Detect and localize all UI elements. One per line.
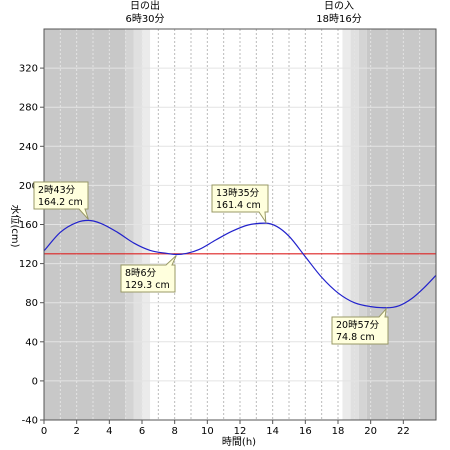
y-tick-label: 80 — [25, 298, 38, 309]
x-tick-label: 8 — [171, 426, 177, 437]
x-tick-label: 14 — [266, 426, 279, 437]
sunrise-time: 6時30分 — [125, 13, 164, 25]
y-tick-label: 240 — [19, 142, 38, 153]
sunset-time: 18時16分 — [316, 13, 361, 25]
annotation-box — [331, 307, 389, 345]
y-tick-label: 120 — [19, 259, 38, 270]
tide-level-line — [43, 219, 437, 309]
x-tick-label: 6 — [139, 426, 145, 437]
x-tick-label: 2 — [73, 426, 79, 437]
sunrise-title: 日の出 — [130, 0, 160, 12]
annotation-time: 2時43分 — [38, 185, 76, 196]
x-tick-label: 16 — [299, 426, 312, 437]
y-tick-label: 320 — [19, 64, 38, 75]
y-tick-label: 40 — [25, 337, 38, 348]
y-tick-label: 160 — [19, 220, 38, 231]
x-tick-label: 0 — [41, 426, 47, 437]
y-tick-label: 0 — [32, 376, 38, 387]
x-tick-label: 22 — [397, 426, 410, 437]
x-tick-label: 20 — [364, 426, 377, 437]
x-tick-label: 18 — [332, 426, 345, 437]
annotation-box — [211, 184, 269, 224]
annotation-value: 161.4 cm — [216, 200, 261, 211]
y-tick-label: 200 — [19, 181, 38, 192]
x-tick-label: 4 — [106, 426, 112, 437]
x-tick-label: 10 — [201, 426, 214, 437]
annotation-value: 74.8 cm — [336, 332, 375, 343]
y-tick-label: 280 — [19, 103, 38, 114]
y-axis-label: 水位(cm) — [9, 204, 22, 247]
x-tick-labels: 0 2 4 6 8 10 12 14 16 18 20 22 — [41, 420, 410, 437]
sunset-title: 日の入 — [324, 1, 354, 12]
series-group — [43, 219, 437, 309]
x-axis-label: 時間(h) — [222, 436, 256, 448]
grid-lines — [44, 29, 436, 421]
y-tick-labels: -40 0 40 80 120 160 200 240 280 320 — [19, 64, 44, 427]
annotation-value: 129.3 cm — [125, 280, 170, 291]
annotation-value: 164.2 cm — [38, 197, 83, 208]
annotation-box — [120, 255, 177, 293]
annotation-box — [33, 181, 89, 220]
x-tick-label: 12 — [234, 426, 247, 437]
annotation-time: 8時6分 — [125, 268, 157, 279]
annotation-time: 13時35分 — [216, 188, 260, 199]
annotation-time: 20時57分 — [336, 320, 380, 331]
sun-labels: 日の出 6時30分 日の入 18時16分 — [125, 0, 361, 25]
y-tick-label: -40 — [22, 416, 38, 427]
